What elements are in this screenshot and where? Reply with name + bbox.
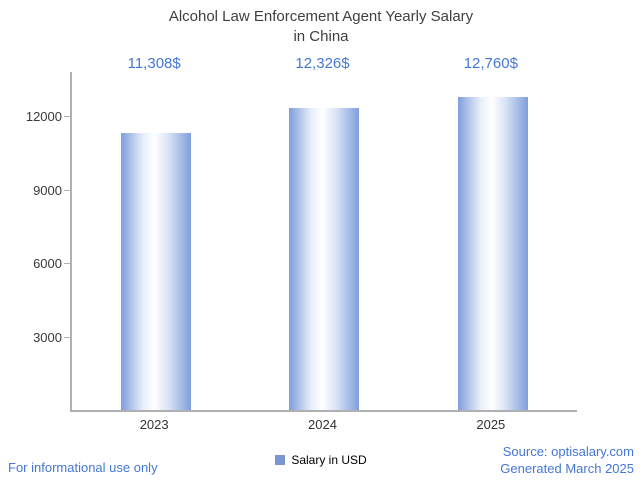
x-tick-label-2025: 2025 <box>476 417 506 432</box>
chart-title-line2: in China <box>293 27 349 45</box>
chart-title: Alcohol Law Enforcement Agent Yearly Sal… <box>0 7 642 46</box>
bar-2024 <box>289 108 360 410</box>
bar-column-2024 <box>240 72 408 410</box>
plot-area <box>64 72 577 412</box>
x-tick-label-2023: 2023 <box>139 417 169 432</box>
x-tick-label-2024: 2024 <box>308 417 337 432</box>
y-tick-mark-6000 <box>64 263 70 264</box>
bar-2023 <box>121 133 192 410</box>
legend-color-swatch <box>275 455 286 465</box>
y-tick-mark-12000 <box>64 116 70 117</box>
x-axis-ticks: 2023 2024 2025 <box>70 417 575 432</box>
chart-title-line1: Alcohol Law Enforcement Agent Yearly Sal… <box>168 8 474 25</box>
y-tick-label-6000: 6000 <box>33 256 62 271</box>
y-tick-mark-3000 <box>64 337 70 338</box>
bar-column-2025 <box>409 72 577 410</box>
value-label-2025: 12,760$ <box>463 55 518 72</box>
value-label-2024: 12,326$ <box>295 55 350 72</box>
y-tick-label-9000: 9000 <box>33 183 62 198</box>
y-tick-label-3000: 3000 <box>33 330 62 345</box>
y-tick-mark-9000 <box>64 190 70 191</box>
y-tick-label-12000: 12000 <box>25 109 62 124</box>
bar-2025 <box>457 97 528 410</box>
disclaimer-text: For informational use only <box>8 460 158 475</box>
legend-label: Salary in USD <box>291 453 367 467</box>
bar-column-2023 <box>72 72 240 410</box>
legend: Salary in USD <box>0 453 642 467</box>
value-labels-row: 11,308$ 12,326$ 12,760$ <box>70 55 575 72</box>
generated-date: Generated March 2025 <box>500 461 634 477</box>
value-label-2023: 11,308$ <box>127 55 181 72</box>
y-axis-ticks: 3000 6000 9000 12000 <box>0 72 62 410</box>
source-info: Source: optisalary.com Generated March 2… <box>500 444 634 478</box>
source-link[interactable]: Source: optisalary.com <box>502 444 634 460</box>
